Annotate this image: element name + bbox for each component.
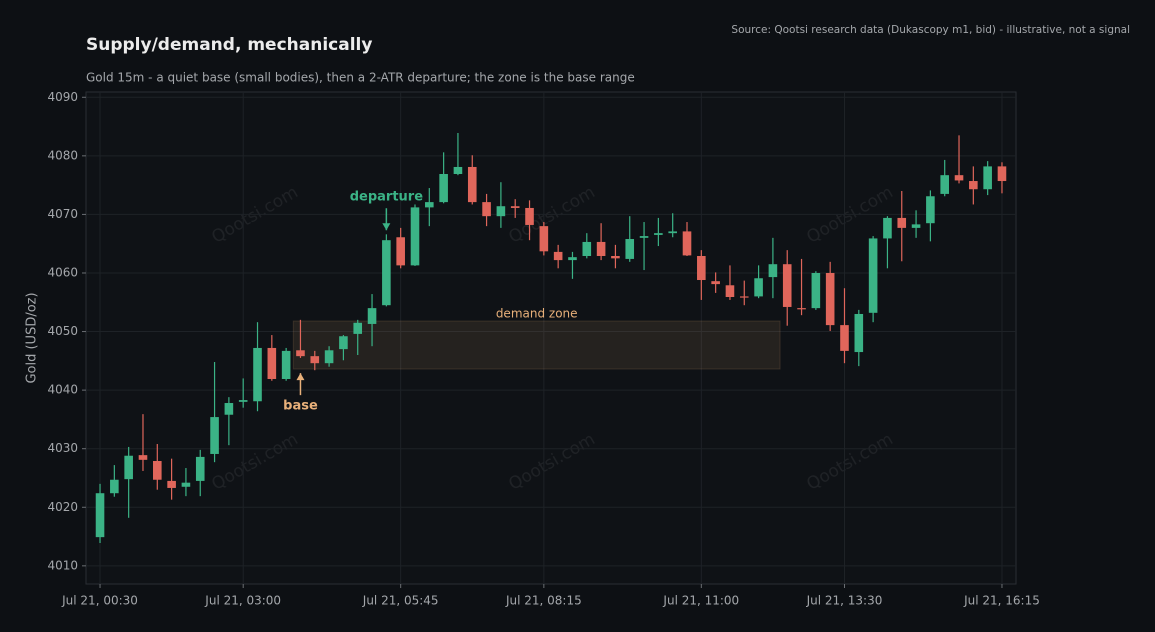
y-tick-label: 4030 xyxy=(47,441,78,455)
candle-body xyxy=(210,417,219,454)
candle-body xyxy=(95,493,105,538)
candle-body xyxy=(296,350,305,357)
candle-body xyxy=(611,256,620,259)
y-tick-label: 4020 xyxy=(47,500,78,514)
candle-body xyxy=(811,272,821,309)
candle-body xyxy=(682,231,692,256)
candle-body xyxy=(339,336,348,350)
candle-body xyxy=(238,400,248,402)
x-tick-label: Jul 21, 13:30 xyxy=(806,594,883,608)
y-axis-label: Gold (USD/oz) xyxy=(25,292,40,383)
candle-body xyxy=(997,166,1007,182)
candle-body xyxy=(553,251,563,261)
candle-body xyxy=(725,285,735,297)
x-tick-label: Jul 21, 08:15 xyxy=(505,594,582,608)
candle-body xyxy=(797,308,806,310)
candle-body xyxy=(124,455,133,480)
candle-body xyxy=(181,482,191,487)
y-tick-label: 4010 xyxy=(47,558,78,572)
x-tick-label: Jul 21, 16:15 xyxy=(963,594,1040,608)
candle-body xyxy=(467,166,477,203)
candle-body xyxy=(654,233,663,235)
candle-body xyxy=(195,456,205,481)
candle-body xyxy=(883,217,892,239)
candle-body xyxy=(439,174,448,203)
candle-body xyxy=(754,278,763,297)
candle-body xyxy=(768,264,778,278)
candle-body xyxy=(625,239,635,259)
y-tick-label: 4060 xyxy=(47,265,78,279)
x-tick-label: Jul 21, 11:00 xyxy=(662,594,739,608)
candle-body xyxy=(596,241,606,256)
y-tick-label: 4090 xyxy=(47,90,78,104)
candle-body xyxy=(739,296,749,298)
chart-title: Supply/demand, mechanically xyxy=(86,35,372,55)
x-tick-label: Jul 21, 00:30 xyxy=(61,594,138,608)
candle-body xyxy=(639,236,649,238)
annotation-label: departure xyxy=(350,190,423,205)
candle-body xyxy=(453,166,463,174)
candle-body xyxy=(110,479,119,494)
candle-body xyxy=(582,241,592,256)
y-tick-label: 4040 xyxy=(47,383,78,397)
candle-body xyxy=(324,350,334,364)
candle-body xyxy=(668,231,677,234)
annotation-label: base xyxy=(283,399,318,414)
candle-body xyxy=(267,347,277,379)
candle-body xyxy=(496,206,506,217)
x-tick-label: Jul 21, 05:45 xyxy=(362,594,439,608)
chart-subtitle: Gold 15m - a quiet base (small bodies), … xyxy=(86,71,635,85)
y-tick-label: 4070 xyxy=(47,207,78,221)
annotation-arrowhead xyxy=(382,223,391,231)
candle-body xyxy=(281,350,291,379)
candle-body xyxy=(525,207,534,225)
candle-body xyxy=(510,206,520,208)
candle-body xyxy=(224,403,234,415)
candle-body xyxy=(138,455,148,460)
y-tick-label: 4050 xyxy=(47,324,78,338)
candle-body xyxy=(954,175,964,181)
candle-body xyxy=(782,264,792,307)
candle-body xyxy=(396,237,405,266)
x-tick-label: Jul 21, 03:00 xyxy=(204,594,281,608)
zone-label: demand zone xyxy=(496,307,578,321)
annotation-arrowhead xyxy=(296,373,305,381)
candle-body xyxy=(410,207,420,266)
candle-body xyxy=(926,196,935,224)
candle-body xyxy=(868,238,878,313)
candle-body xyxy=(153,461,162,480)
candle-body xyxy=(825,272,835,326)
candle-body xyxy=(840,325,849,351)
candle-body xyxy=(367,308,377,324)
candle-body xyxy=(983,166,992,190)
candle-body xyxy=(539,226,549,252)
candle-body xyxy=(711,281,720,285)
y-tick-label: 4080 xyxy=(47,148,78,162)
candle-body xyxy=(253,347,262,402)
candle-body xyxy=(897,217,907,228)
candle-body xyxy=(310,356,320,364)
candle-body xyxy=(382,240,391,306)
candle-body xyxy=(854,313,864,353)
candle-body xyxy=(482,202,491,217)
candle-body xyxy=(697,256,706,281)
candle-body xyxy=(353,322,363,334)
candle-body xyxy=(167,480,176,488)
demand-zone xyxy=(292,320,781,370)
candle-body xyxy=(940,175,949,194)
candle-body xyxy=(911,224,921,228)
candle-body xyxy=(425,202,434,208)
candle-body xyxy=(568,257,577,261)
candle-body xyxy=(969,181,978,190)
source: Source: Qootsi research data (Dukascopy … xyxy=(731,24,1130,36)
